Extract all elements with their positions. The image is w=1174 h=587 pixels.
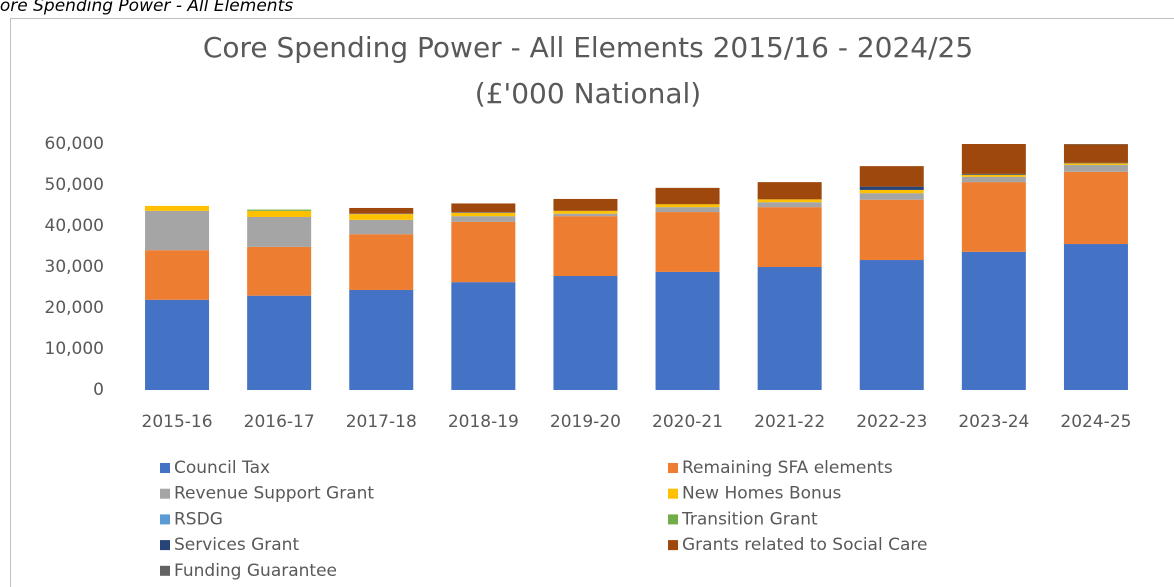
- chart-title: Core Spending Power - All Elements 2015/…: [203, 31, 973, 64]
- bar-segment: [247, 209, 312, 211]
- bar-segment: [757, 199, 822, 203]
- legend-swatch: [668, 463, 678, 473]
- bar-segment: [655, 204, 720, 208]
- bar-segment: [859, 166, 924, 187]
- bar-segment: [859, 260, 924, 390]
- legend-swatch: [668, 488, 678, 499]
- bar-segment: [961, 144, 1026, 174]
- legend-swatch: [160, 514, 170, 525]
- bar-segment: [859, 189, 924, 194]
- bar-segment: [961, 176, 1026, 183]
- legend-label: Council Tax: [174, 458, 270, 478]
- bar-segment: [553, 213, 618, 217]
- bar-segment: [859, 193, 924, 200]
- legend-label: Revenue Support Grant: [174, 484, 374, 504]
- bar-segment: [757, 182, 822, 200]
- bar-segment: [451, 216, 516, 222]
- y-tick-label: 0: [93, 380, 104, 400]
- legend-label: RSDG: [174, 509, 223, 529]
- bar-segment: [859, 199, 924, 261]
- bar-segment: [961, 173, 1026, 175]
- bar-segment: [145, 299, 210, 390]
- x-tick-label: 2018-19: [448, 412, 519, 432]
- bar-segment: [451, 221, 516, 283]
- bar-segment: [655, 271, 720, 390]
- bar-segment: [145, 210, 210, 251]
- chart-frame: [10, 18, 1174, 587]
- caption: Core Spending Power - All Elements: [0, 0, 293, 16]
- x-tick-label: 2020-21: [652, 412, 723, 432]
- bar-segment: [553, 216, 618, 277]
- bar-segment: [349, 234, 414, 290]
- bar-segment: [247, 210, 312, 217]
- bar-segment: [349, 207, 414, 214]
- bar-segment: [859, 186, 924, 190]
- bar-segment: [757, 202, 822, 208]
- legend-swatch: [160, 488, 170, 499]
- bar-segment: [451, 212, 516, 217]
- bar-segment: [1063, 163, 1128, 165]
- legend-swatch: [160, 463, 170, 473]
- chart-title: (£'000 National): [475, 77, 701, 110]
- bar-segment: [247, 295, 312, 390]
- bar-segment: [757, 267, 822, 390]
- legend-swatch: [668, 540, 678, 551]
- bar-segment: [961, 174, 1026, 177]
- bar-segment: [961, 182, 1026, 252]
- y-tick-label: 30,000: [45, 257, 104, 277]
- bar-segment: [655, 187, 720, 205]
- bar-segment: [553, 198, 618, 211]
- x-tick-label: 2024-25: [1060, 412, 1131, 432]
- legend-label: Funding Guarantee: [174, 561, 337, 581]
- bar-segment: [247, 216, 312, 247]
- x-tick-label: 2019-20: [550, 412, 621, 432]
- bar-segment: [349, 289, 414, 390]
- bar-segment: [349, 219, 414, 235]
- bar-segment: [1063, 171, 1128, 245]
- y-tick-label: 60,000: [45, 134, 104, 154]
- bar-segment: [961, 251, 1026, 390]
- bar-segment: [247, 246, 312, 296]
- x-tick-label: 2022-23: [856, 412, 927, 432]
- y-tick-label: 20,000: [45, 298, 104, 318]
- bar-segment: [145, 250, 210, 300]
- bar-segment: [451, 282, 516, 390]
- legend-label: New Homes Bonus: [682, 484, 842, 504]
- legend-label: Grants related to Social Care: [682, 535, 927, 555]
- bar-segment: [1063, 244, 1128, 390]
- x-tick-label: 2016-17: [244, 412, 315, 432]
- bar-segment: [655, 212, 720, 272]
- x-tick-label: 2023-24: [958, 412, 1029, 432]
- y-tick-label: 50,000: [45, 175, 104, 195]
- bar-segment: [757, 207, 822, 267]
- y-tick-label: 10,000: [45, 339, 104, 359]
- x-tick-label: 2015-16: [142, 412, 213, 432]
- legend-swatch: [160, 540, 170, 551]
- bar-segment: [349, 214, 414, 220]
- legend-label: Transition Grant: [681, 509, 818, 529]
- bar-segment: [1063, 164, 1128, 172]
- bar-segment: [553, 210, 618, 214]
- bar-segment: [145, 205, 210, 211]
- legend-swatch: [668, 514, 678, 525]
- bar-segment: [451, 203, 516, 213]
- legend-swatch: [160, 565, 170, 576]
- x-tick-label: 2021-22: [754, 412, 825, 432]
- bar-segment: [655, 207, 720, 213]
- legend-label: Remaining SFA elements: [682, 458, 893, 478]
- legend-label: Services Grant: [174, 535, 299, 555]
- x-tick-label: 2017-18: [346, 412, 417, 432]
- bar-segment: [1063, 144, 1128, 163]
- y-tick-label: 40,000: [45, 216, 104, 236]
- bar-segment: [553, 276, 618, 390]
